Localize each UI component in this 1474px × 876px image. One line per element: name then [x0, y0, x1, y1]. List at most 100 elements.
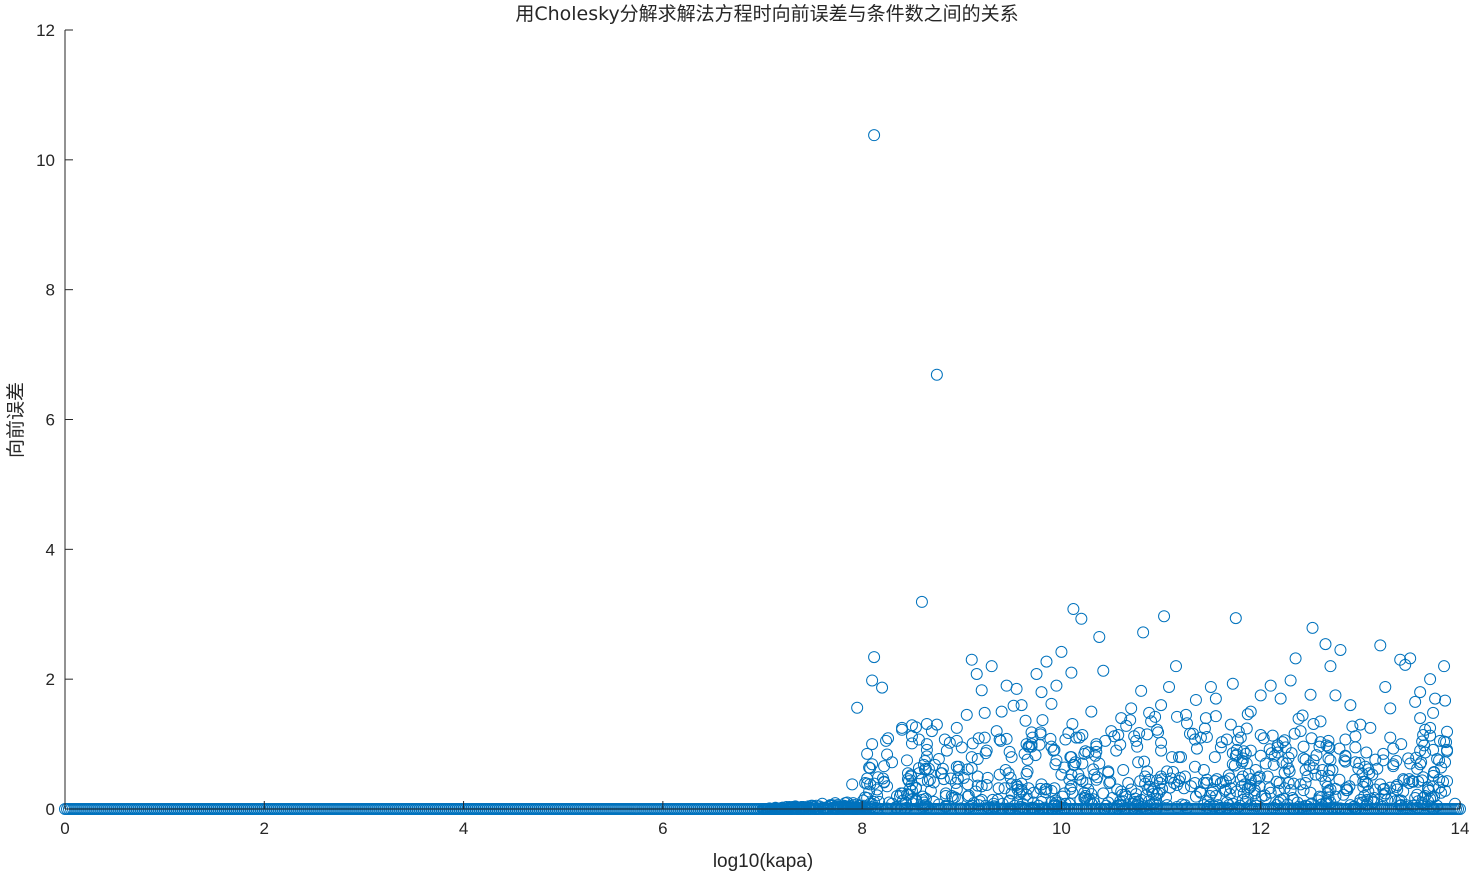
- data-point: [1168, 777, 1181, 790]
- data-point: [1439, 694, 1452, 707]
- data-point: [1417, 728, 1430, 741]
- data-point: [1093, 757, 1106, 770]
- data-point: [1065, 666, 1078, 679]
- data-point: [1303, 759, 1316, 772]
- data-point: [880, 734, 893, 747]
- data-point: [1395, 738, 1408, 751]
- data-point: [1209, 710, 1222, 723]
- x-tick-label: 8: [857, 819, 866, 838]
- x-tick-label: 12: [1251, 819, 1270, 838]
- chart-title: 用Cholesky分解求解法方程时向前误差与条件数之间的关系: [515, 3, 1018, 25]
- data-point: [1040, 782, 1053, 795]
- data-point: [1429, 692, 1442, 705]
- data-point: [1358, 790, 1371, 803]
- data-point: [1122, 777, 1135, 790]
- data-point: [1253, 770, 1266, 783]
- data-point: [1324, 660, 1337, 673]
- data-point: [962, 789, 975, 802]
- data-point: [1149, 796, 1162, 809]
- data-point: [1259, 757, 1272, 770]
- data-point: [1224, 718, 1237, 731]
- data-point: [1289, 652, 1302, 665]
- data-point: [1145, 715, 1158, 728]
- data-point: [1433, 754, 1446, 767]
- data-point: [1297, 784, 1310, 797]
- data-point: [1276, 756, 1289, 769]
- data-point: [1149, 710, 1162, 723]
- data-point: [1193, 785, 1206, 798]
- data-point: [1059, 733, 1072, 746]
- data-point: [1366, 768, 1379, 781]
- data-point: [1030, 667, 1043, 680]
- data-point: [985, 660, 998, 673]
- data-point: [961, 790, 974, 803]
- data-point: [1384, 731, 1397, 744]
- data-point: [1271, 746, 1284, 759]
- data-point: [1011, 796, 1024, 809]
- data-point: [1323, 764, 1336, 777]
- data-point: [1254, 728, 1267, 741]
- data-point: [1184, 780, 1197, 793]
- data-point: [1307, 762, 1320, 775]
- data-point: [1427, 706, 1440, 719]
- data-point: [1309, 768, 1322, 781]
- data-point: [861, 772, 874, 785]
- data-point: [1010, 778, 1023, 791]
- data-point: [1025, 726, 1038, 739]
- data-point: [1048, 743, 1061, 756]
- data-point: [1364, 721, 1377, 734]
- data-point: [1349, 773, 1362, 786]
- data-point: [1418, 739, 1431, 752]
- data-point: [1067, 758, 1080, 771]
- data-point: [1357, 775, 1370, 788]
- x-axis-label: log10(kapa): [713, 851, 813, 872]
- data-point: [1344, 699, 1357, 712]
- data-point: [1315, 769, 1328, 782]
- data-point: [1360, 746, 1373, 759]
- data-point: [1340, 782, 1353, 795]
- data-point: [994, 734, 1007, 747]
- data-point: [866, 758, 879, 771]
- data-point: [939, 787, 952, 800]
- data-point: [1173, 751, 1186, 764]
- data-point: [1438, 660, 1451, 673]
- data-point: [1120, 719, 1133, 732]
- data-point: [1270, 775, 1283, 788]
- data-point: [1013, 788, 1026, 801]
- data-point: [1268, 749, 1281, 762]
- data-point: [1353, 756, 1366, 769]
- data-point: [1241, 708, 1254, 721]
- data-point: [1240, 722, 1253, 735]
- data-point: [1200, 730, 1213, 743]
- data-point: [1248, 784, 1261, 797]
- data-point: [965, 751, 978, 764]
- data-point: [1244, 779, 1257, 792]
- data-point: [1183, 727, 1196, 740]
- data-point: [1313, 740, 1326, 753]
- data-point: [1218, 784, 1231, 797]
- data-point: [1072, 768, 1085, 781]
- data-point: [1414, 712, 1427, 725]
- data-point: [1199, 712, 1212, 725]
- data-point: [1339, 755, 1352, 768]
- data-point: [971, 753, 984, 766]
- data-point: [1435, 786, 1448, 799]
- data-point: [1254, 749, 1267, 762]
- data-point: [863, 785, 876, 798]
- data-point: [930, 368, 943, 381]
- data-point: [1244, 744, 1257, 757]
- data-point: [1285, 747, 1298, 760]
- y-tick-label: 6: [46, 411, 55, 430]
- data-point: [1287, 777, 1300, 790]
- data-point: [902, 775, 915, 788]
- data-point: [1120, 790, 1133, 803]
- data-point: [1161, 765, 1174, 778]
- data-point: [1222, 769, 1235, 782]
- data-point: [1070, 731, 1083, 744]
- data-point: [1237, 787, 1250, 800]
- data-point: [868, 651, 881, 664]
- data-point: [1216, 775, 1229, 788]
- data-point: [1141, 728, 1154, 741]
- data-point: [1378, 782, 1391, 795]
- data-point: [1333, 773, 1346, 786]
